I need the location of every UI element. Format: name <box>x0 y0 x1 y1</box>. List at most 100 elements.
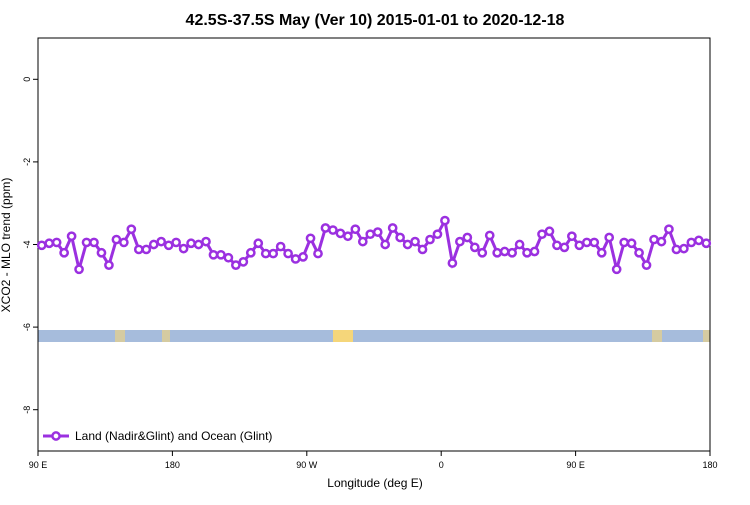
data-point <box>447 258 458 268</box>
x-axis-label: Longitude (deg E) <box>327 476 422 490</box>
data-point <box>417 244 428 255</box>
data-point <box>178 243 189 254</box>
data-point <box>522 247 532 258</box>
data-point <box>492 247 503 258</box>
land-patch <box>652 330 662 342</box>
data-point <box>268 248 279 259</box>
data-point <box>104 260 114 270</box>
data-point <box>253 238 264 249</box>
data-point <box>693 235 704 246</box>
data-point <box>596 247 607 258</box>
data-point <box>96 247 107 258</box>
data-point <box>604 232 615 243</box>
data-point <box>567 231 577 242</box>
data-point <box>686 237 697 248</box>
y-tick-label: -8 <box>22 406 32 414</box>
data-point <box>238 256 249 267</box>
data-point <box>66 231 77 242</box>
data-point <box>402 239 413 250</box>
data-point <box>133 244 144 255</box>
data-point <box>148 239 159 250</box>
data-point <box>186 238 196 249</box>
chart-title: 42.5S-37.5S May (Ver 10) 2015-01-01 to 2… <box>186 12 565 29</box>
data-point <box>283 248 293 259</box>
data-point <box>216 249 226 260</box>
data-point <box>59 247 69 258</box>
x-tick-label: 90 W <box>296 460 318 470</box>
data-point <box>432 229 443 240</box>
data-point <box>36 240 47 251</box>
data-point <box>74 264 84 275</box>
x-tick-label: 90 E <box>566 460 585 470</box>
land-patch <box>333 330 353 342</box>
data-point <box>507 247 517 258</box>
data-point <box>81 237 92 248</box>
data-point <box>44 238 55 249</box>
data-point <box>313 248 323 259</box>
data-point <box>357 236 368 247</box>
data-point <box>208 249 219 260</box>
data-point <box>641 260 652 270</box>
data-point <box>656 236 667 247</box>
data-point <box>544 226 555 237</box>
data-point <box>156 236 167 247</box>
data-point <box>477 247 488 258</box>
data-point <box>343 231 353 242</box>
y-tick-label: -2 <box>22 158 32 166</box>
data-point <box>298 252 308 262</box>
data-point <box>537 229 547 240</box>
plot-frame <box>37 37 711 452</box>
data-point <box>223 252 234 263</box>
data-point <box>171 237 181 248</box>
x-tick-label: 180 <box>165 460 180 470</box>
data-point <box>469 242 480 253</box>
data-point <box>664 224 674 235</box>
data-point <box>275 241 286 252</box>
data-point <box>455 236 465 247</box>
data-point <box>111 234 122 245</box>
data-point <box>552 240 562 251</box>
data-point <box>163 240 174 251</box>
legend-marker <box>51 431 61 441</box>
data-point <box>589 237 600 248</box>
y-tick-label: -6 <box>22 323 32 331</box>
y-axis-label: XCO2 - MLO trend (ppm) <box>0 178 13 313</box>
data-point <box>335 228 346 239</box>
data-point <box>559 242 570 253</box>
x-tick-label: 90 E <box>29 460 48 470</box>
data-point <box>260 248 271 259</box>
coverage-band <box>38 330 710 342</box>
data-point <box>193 239 204 250</box>
data-point <box>245 247 256 258</box>
data-point <box>231 260 241 270</box>
data-point <box>365 229 376 240</box>
data-point <box>305 233 316 244</box>
land-patch <box>162 330 170 342</box>
data-point <box>425 234 435 245</box>
y-tick-label: 0 <box>22 77 32 82</box>
data-point <box>634 247 644 258</box>
data-point <box>462 232 473 243</box>
data-point <box>701 238 712 249</box>
legend: Land (Nadir&Glint) and Ocean (Glint) <box>43 429 272 443</box>
legend-label: Land (Nadir&Glint) and Ocean (Glint) <box>75 429 272 443</box>
data-point <box>290 254 301 264</box>
data-point <box>350 224 361 235</box>
data-point <box>89 237 99 248</box>
data-point <box>126 224 137 235</box>
data-point <box>320 223 331 233</box>
data-point <box>380 239 391 250</box>
data-point <box>387 223 398 233</box>
data-point <box>141 244 152 255</box>
ocean-band <box>38 330 710 342</box>
data-point <box>395 232 405 243</box>
series-line <box>41 216 707 270</box>
data-point <box>484 230 495 241</box>
land-patch <box>703 330 710 342</box>
data-point <box>619 237 629 248</box>
data-point <box>440 215 450 226</box>
data-point <box>51 237 62 248</box>
data-point <box>372 227 383 237</box>
data-point <box>529 246 540 257</box>
data-point <box>514 239 525 250</box>
